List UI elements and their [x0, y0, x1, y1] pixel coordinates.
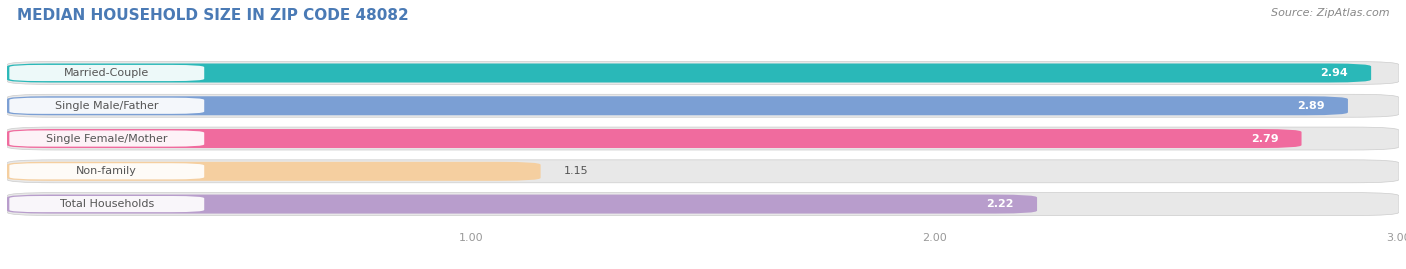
FancyBboxPatch shape	[7, 193, 1399, 215]
FancyBboxPatch shape	[10, 130, 204, 147]
Text: Source: ZipAtlas.com: Source: ZipAtlas.com	[1271, 8, 1389, 18]
Text: 1.15: 1.15	[564, 166, 589, 176]
FancyBboxPatch shape	[7, 94, 1399, 117]
FancyBboxPatch shape	[10, 196, 204, 212]
Text: MEDIAN HOUSEHOLD SIZE IN ZIP CODE 48082: MEDIAN HOUSEHOLD SIZE IN ZIP CODE 48082	[17, 8, 409, 23]
FancyBboxPatch shape	[7, 160, 1399, 183]
Text: Single Female/Mother: Single Female/Mother	[46, 133, 167, 144]
Text: Married-Couple: Married-Couple	[65, 68, 149, 78]
FancyBboxPatch shape	[7, 96, 1348, 115]
Text: 2.94: 2.94	[1320, 68, 1348, 78]
Text: Single Male/Father: Single Male/Father	[55, 101, 159, 111]
FancyBboxPatch shape	[7, 162, 540, 181]
FancyBboxPatch shape	[10, 65, 204, 81]
Text: Total Households: Total Households	[59, 199, 153, 209]
FancyBboxPatch shape	[7, 62, 1399, 84]
FancyBboxPatch shape	[7, 127, 1399, 150]
FancyBboxPatch shape	[10, 98, 204, 114]
Text: 2.79: 2.79	[1251, 133, 1278, 144]
Text: 2.22: 2.22	[987, 199, 1014, 209]
FancyBboxPatch shape	[7, 194, 1038, 214]
Text: Non-family: Non-family	[76, 166, 138, 176]
FancyBboxPatch shape	[7, 129, 1302, 148]
Text: 2.89: 2.89	[1298, 101, 1324, 111]
FancyBboxPatch shape	[10, 163, 204, 179]
FancyBboxPatch shape	[7, 63, 1371, 83]
